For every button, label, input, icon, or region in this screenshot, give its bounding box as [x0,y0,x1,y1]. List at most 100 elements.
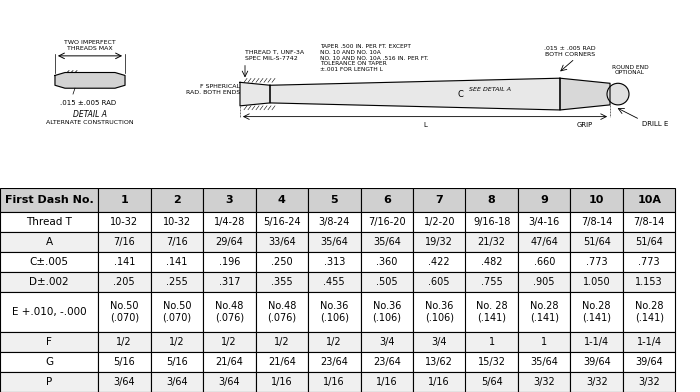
Text: 29/64: 29/64 [216,237,243,247]
Bar [308,352,360,372]
Text: 5/16: 5/16 [166,357,188,367]
Bar [308,252,360,272]
Bar [203,372,256,392]
Text: .205: .205 [113,277,135,287]
Text: 1-1/4: 1-1/4 [584,337,609,347]
Text: 51/64: 51/64 [583,237,610,247]
Bar [150,188,203,212]
Text: ROUND END
OPTIONAL: ROUND END OPTIONAL [612,65,648,75]
Bar [623,252,676,272]
Bar [203,212,256,232]
Text: P: P [46,377,52,387]
Bar [623,272,676,292]
Text: 3/4: 3/4 [431,337,447,347]
Text: 10: 10 [589,195,604,205]
Bar [570,232,623,252]
Bar [518,232,570,252]
Bar [466,272,518,292]
Text: 9: 9 [540,195,548,205]
Bar [150,272,203,292]
Bar [466,332,518,352]
Bar [466,292,518,332]
Text: 47/64: 47/64 [531,237,558,247]
Bar [256,212,308,232]
Text: No.50
(.070): No.50 (.070) [162,301,191,323]
Text: No.28
(.141): No.28 (.141) [530,301,559,323]
Text: .196: .196 [218,257,240,267]
Text: 33/64: 33/64 [268,237,295,247]
Bar [623,188,676,212]
Text: .605: .605 [428,277,450,287]
Text: No.28
(.141): No.28 (.141) [635,301,664,323]
Text: 19/32: 19/32 [426,237,453,247]
Bar [518,352,570,372]
Text: 6: 6 [383,195,391,205]
Bar [0,252,98,272]
Bar [360,372,413,392]
Bar [0,332,98,352]
Text: 7: 7 [435,195,443,205]
Polygon shape [270,78,560,110]
Bar [570,252,623,272]
Text: No.28
(.141): No.28 (.141) [582,301,611,323]
Bar [150,352,203,372]
Bar [150,252,203,272]
Text: 5/16: 5/16 [113,357,135,367]
Text: No. 28
(.141): No. 28 (.141) [476,301,508,323]
Bar [256,272,308,292]
Text: 2: 2 [173,195,181,205]
Text: 1: 1 [120,195,128,205]
Bar [0,188,98,212]
Text: 1/2-20: 1/2-20 [424,217,455,227]
Bar [256,292,308,332]
Text: .422: .422 [428,257,450,267]
Bar [413,252,466,272]
Bar [413,232,466,252]
Text: Thread T: Thread T [26,217,72,227]
Text: .755: .755 [481,277,503,287]
Bar [466,188,518,212]
Text: L: L [423,122,427,127]
Bar [150,212,203,232]
Text: No.36
(.106): No.36 (.106) [425,301,454,323]
Bar [570,292,623,332]
Text: 21/64: 21/64 [268,357,295,367]
Bar [413,332,466,352]
Bar [413,372,466,392]
Bar [308,272,360,292]
Bar [0,292,98,332]
Bar [360,352,413,372]
Bar [413,292,466,332]
Bar [360,332,413,352]
Text: 1/4-28: 1/4-28 [214,217,245,227]
Bar [98,232,150,252]
Text: D±.002: D±.002 [29,277,69,287]
Text: .773: .773 [638,257,660,267]
Text: 1: 1 [541,337,547,347]
Text: 3: 3 [225,195,233,205]
Bar [308,232,360,252]
Text: DETAIL A: DETAIL A [73,110,107,119]
Text: 35/64: 35/64 [373,237,400,247]
Bar [623,372,676,392]
Text: .015 ±.005 RAD: .015 ±.005 RAD [60,100,116,106]
Text: 5/64: 5/64 [481,377,503,387]
Text: No.50
(.070): No.50 (.070) [110,301,139,323]
Bar [623,212,676,232]
Text: 1/16: 1/16 [271,377,293,387]
Bar [98,212,150,232]
Text: .317: .317 [218,277,240,287]
Text: ALTERNATE CONSTRUCTION: ALTERNATE CONSTRUCTION [46,120,134,125]
Bar [150,372,203,392]
Text: .482: .482 [481,257,503,267]
Text: 1/2: 1/2 [274,337,290,347]
Bar [518,212,570,232]
Text: 1.050: 1.050 [583,277,610,287]
Bar [623,332,676,352]
Text: 7/16: 7/16 [166,237,188,247]
Text: 15/32: 15/32 [477,357,505,367]
Bar [150,232,203,252]
Bar [466,252,518,272]
Text: 13/62: 13/62 [426,357,453,367]
Bar [98,332,150,352]
